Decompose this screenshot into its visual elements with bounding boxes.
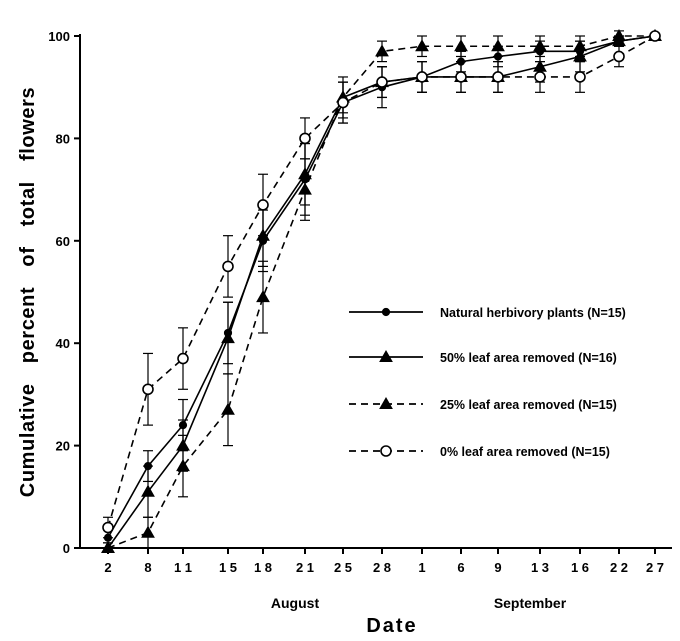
series-line (107, 35, 656, 539)
data-point (298, 182, 312, 195)
month-label: September (494, 595, 567, 611)
data-point (176, 459, 190, 472)
legend-marker (381, 307, 391, 317)
axes: 0 20 40 60 80 100 2 8 1 1 1 5 1 8 2 1 2 5 2 8 1 6 9 1 3 1 … (48, 29, 672, 611)
data-point (221, 331, 235, 344)
series-3 (101, 28, 662, 554)
data-point (454, 39, 468, 52)
data-point (613, 50, 625, 63)
x-tick-label: 1 6 (571, 560, 589, 575)
x-tick-label: 1 3 (531, 560, 549, 575)
x-tick-label: 1 (418, 560, 425, 575)
legend-marker (379, 349, 393, 363)
y-tick-label: 80 (56, 131, 70, 146)
data-point (491, 39, 505, 52)
data-point (177, 352, 189, 365)
x-tick-label: 2 1 (296, 560, 314, 575)
month-label: August (271, 595, 320, 611)
x-tick-label: 2 8 (373, 560, 391, 575)
series-line (107, 35, 656, 549)
data-point (102, 521, 114, 534)
series-line (107, 35, 655, 549)
data-point (299, 132, 311, 145)
y-tick-label: 40 (56, 336, 70, 351)
data-point (376, 76, 388, 88)
legend-label: 25% leaf area removed (N=15) (440, 398, 617, 412)
data-point (573, 39, 587, 52)
data-point (612, 28, 626, 42)
data-point (141, 525, 155, 538)
x-tick-label: 1 5 (219, 560, 237, 575)
data-point (574, 71, 586, 83)
data-point (142, 383, 154, 396)
legend: Natural herbivory plants (N=15) 50% leaf … (349, 306, 626, 459)
series-4 (102, 30, 661, 539)
x-tick-label: 6 (457, 560, 464, 575)
data-point (455, 71, 467, 83)
data-point (337, 96, 349, 109)
legend-label: 50% leaf area removed (N=16) (440, 351, 617, 365)
x-tick-label: 2 (104, 560, 111, 575)
data-point (375, 44, 389, 57)
x-tick-label: 2 5 (334, 560, 352, 575)
data-point (257, 199, 269, 211)
legend-label: Natural herbivory plants (N=15) (440, 306, 626, 320)
data-point (221, 402, 235, 415)
legend-marker (380, 445, 392, 457)
data-point (222, 260, 234, 273)
x-tick-label: 1 8 (254, 560, 272, 575)
x-tick-label: 9 (494, 560, 501, 575)
data-point (256, 290, 270, 303)
legend-label: 0% leaf area removed (N=15) (440, 445, 610, 459)
x-tick-label: 2 7 (646, 560, 664, 575)
y-tick-label: 60 (56, 234, 70, 249)
data-point (534, 71, 546, 83)
x-tick-label: 1 1 (174, 560, 192, 575)
y-tick-label: 100 (48, 29, 70, 44)
data-point (649, 30, 661, 42)
series-layer (101, 28, 662, 554)
x-tick-label: 2 2 (610, 560, 628, 575)
x-tick-label: 8 (144, 560, 151, 575)
data-point (415, 39, 429, 52)
series-line (107, 35, 656, 528)
legend-marker (379, 396, 393, 410)
data-point (416, 71, 428, 83)
data-point (141, 484, 155, 497)
y-axis-title: Cumulative percent of total flowers (17, 87, 39, 497)
y-tick-label: 20 (56, 439, 70, 454)
data-point (101, 540, 115, 554)
data-point (533, 39, 547, 52)
data-point (492, 71, 504, 83)
y-tick-label: 0 (63, 541, 70, 556)
x-axis-title: Date (366, 615, 417, 637)
